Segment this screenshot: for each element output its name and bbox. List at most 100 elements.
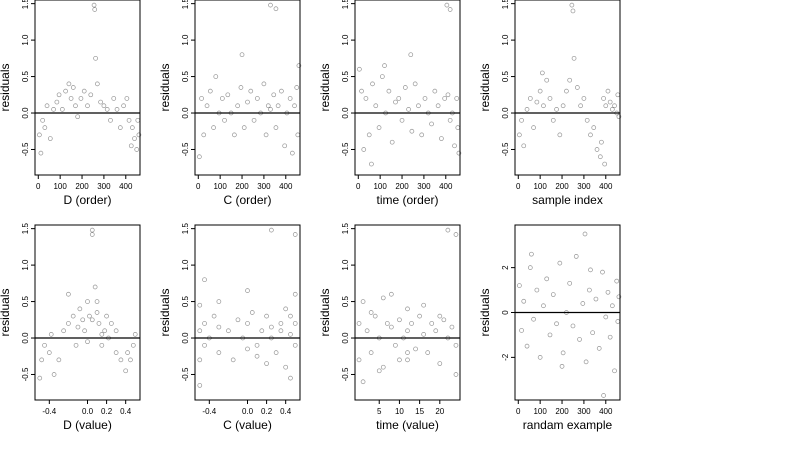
plot-frame — [354, 0, 461, 176]
data-point — [254, 353, 260, 359]
data-point — [372, 313, 378, 319]
data-point — [85, 299, 90, 304]
data-point — [206, 335, 212, 341]
data-point — [125, 350, 130, 355]
data-point — [197, 357, 203, 363]
x-tick-label: 100 — [533, 182, 547, 191]
data-point — [417, 313, 422, 319]
data-point — [98, 99, 103, 105]
data-point — [550, 292, 556, 297]
data-point — [442, 96, 448, 101]
x-tick-label: 0 — [516, 182, 521, 191]
data-point — [557, 260, 563, 266]
data-point — [594, 147, 600, 152]
y-axis-label: residuals — [158, 288, 172, 336]
data-point — [42, 342, 47, 348]
data-point — [96, 321, 102, 326]
data-point — [368, 350, 374, 355]
data-point — [567, 77, 573, 83]
y-tick-label: 1.5 — [341, 223, 350, 235]
data-point — [517, 132, 522, 138]
y-tick-label: 0.5 — [181, 70, 190, 82]
y-axis-label: residuals — [478, 63, 492, 111]
data-point — [54, 99, 60, 105]
data-point — [283, 364, 289, 370]
x-tick-label: 300 — [417, 182, 431, 191]
y-axis-label: residuals — [0, 288, 12, 336]
x-tick-label: 20 — [435, 407, 444, 416]
panel-4: 0 100 200 300 400 -0.5 0.0 0.5 1.0 1.5 sample inde… — [478, 0, 622, 207]
plot-frame — [34, 0, 141, 176]
data-point — [273, 6, 279, 12]
x-tick-label: 0 — [516, 407, 521, 416]
x-tick-label: 300 — [97, 182, 111, 191]
data-point — [204, 103, 210, 109]
data-point — [48, 332, 54, 337]
data-point — [605, 88, 611, 94]
data-point — [388, 324, 394, 330]
data-point — [615, 92, 621, 98]
data-point — [519, 117, 524, 123]
data-point — [268, 107, 273, 112]
data-point — [207, 88, 213, 94]
data-point — [37, 375, 43, 381]
data-point — [108, 117, 113, 123]
data-point — [557, 132, 563, 138]
data-point — [524, 343, 530, 349]
data-point — [92, 284, 98, 290]
data-point — [94, 81, 100, 87]
x-axis-label: sample index — [532, 193, 603, 207]
data-point — [222, 117, 227, 123]
x-tick-label: 400 — [279, 182, 293, 191]
y-tick-label: 1.0 — [181, 34, 190, 46]
data-point — [544, 276, 550, 282]
data-point — [134, 147, 140, 152]
data-point — [393, 342, 398, 348]
data-point — [77, 306, 83, 312]
y-tick-label: 1.0 — [181, 259, 190, 271]
data-point — [278, 328, 284, 334]
data-point — [89, 317, 95, 323]
data-point — [102, 328, 108, 334]
x-tick-label: 15 — [415, 407, 424, 416]
data-point — [541, 303, 546, 309]
plot-frame — [34, 224, 141, 401]
data-point — [44, 103, 50, 109]
data-point — [449, 110, 455, 116]
data-point — [603, 314, 609, 320]
data-point — [455, 125, 461, 130]
data-point — [63, 88, 68, 94]
data-point — [288, 332, 293, 337]
x-tick-label: 0.0 — [82, 407, 94, 416]
data-point — [132, 136, 137, 141]
data-point — [42, 125, 48, 130]
data-point — [113, 328, 119, 334]
data-point — [295, 132, 301, 138]
data-point — [132, 332, 138, 337]
data-point — [388, 291, 394, 297]
data-point — [559, 363, 565, 369]
data-point — [564, 88, 569, 94]
data-point — [225, 92, 231, 98]
data-point — [519, 328, 524, 333]
y-tick-label: 1.0 — [341, 259, 350, 271]
data-point — [292, 321, 298, 326]
data-point — [40, 117, 46, 123]
data-point — [366, 132, 372, 138]
x-tick-label: 100 — [533, 407, 547, 416]
x-tick-label: 100 — [53, 182, 67, 191]
data-point — [258, 110, 263, 116]
x-tick-label: 0 — [196, 182, 201, 191]
data-point — [124, 96, 130, 101]
y-tick-label: 0.0 — [21, 332, 30, 344]
data-point — [261, 81, 267, 87]
data-point — [453, 342, 459, 348]
data-point — [439, 136, 444, 141]
data-point — [211, 313, 217, 319]
data-point — [241, 125, 247, 130]
data-point — [111, 96, 117, 101]
data-point — [70, 313, 76, 319]
data-point — [292, 291, 298, 297]
data-point — [359, 88, 364, 94]
